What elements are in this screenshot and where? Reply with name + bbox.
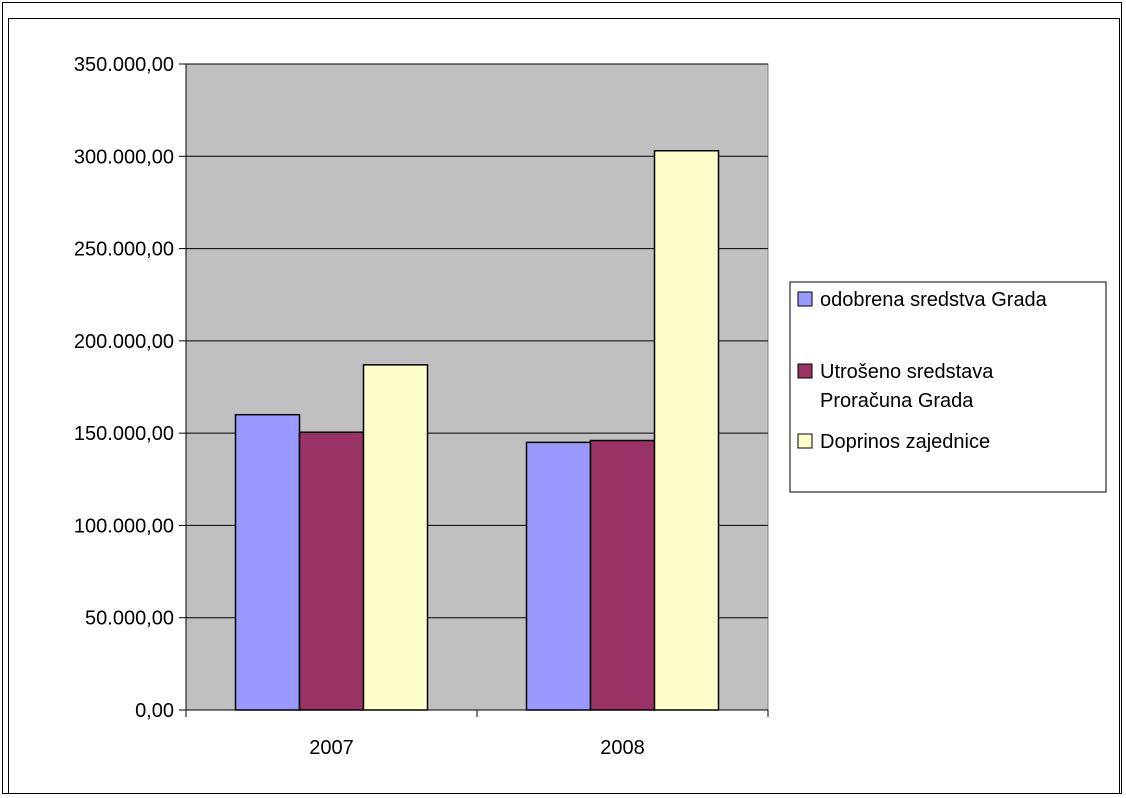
legend-swatch bbox=[797, 363, 813, 379]
chart-frame-inner bbox=[8, 18, 1120, 794]
legend-swatch bbox=[797, 291, 813, 307]
legend-box bbox=[789, 281, 1107, 493]
axes bbox=[179, 63, 769, 717]
y-tick-label: 50.000,00 bbox=[85, 608, 174, 630]
y-tick-label: 150.000,00 bbox=[74, 423, 174, 445]
x-tick-labels: 2007 2008 bbox=[309, 737, 645, 759]
x-tick-label: 2007 bbox=[309, 737, 354, 759]
bar-2008-series-1 bbox=[525, 441, 592, 711]
y-tick-label: 100.000,00 bbox=[74, 515, 174, 537]
legend-label: Utrošeno sredstava Proračuna Grada bbox=[820, 361, 994, 412]
bar-2008-series-2 bbox=[589, 439, 656, 711]
bar-2007-series-2 bbox=[298, 431, 365, 711]
y-tick-label: 350.000,00 bbox=[74, 54, 174, 76]
bar-2008-series-3 bbox=[653, 149, 720, 711]
bar-2007-series-3 bbox=[362, 364, 429, 711]
x-tick-label: 2008 bbox=[600, 737, 645, 759]
legend-swatch bbox=[797, 433, 813, 449]
bar-2007-series-1 bbox=[234, 413, 301, 711]
y-tick-label: 300.000,00 bbox=[74, 146, 174, 168]
legend: odobrena sredstva Grada Utrošeno sredstav… bbox=[789, 281, 1107, 493]
bars bbox=[234, 149, 720, 711]
y-tick-labels: 0,00 50.000,00 100.000,00 150.000,00 200.000… bbox=[74, 54, 174, 722]
y-tick-label: 250.000,00 bbox=[74, 239, 174, 261]
legend-label: odobrena sredstva Grada bbox=[820, 289, 1048, 311]
y-tick-label: 200.000,00 bbox=[74, 331, 174, 353]
legend-label: Doprinos zajednice bbox=[820, 431, 990, 453]
y-tick-label: 0,00 bbox=[135, 700, 174, 722]
